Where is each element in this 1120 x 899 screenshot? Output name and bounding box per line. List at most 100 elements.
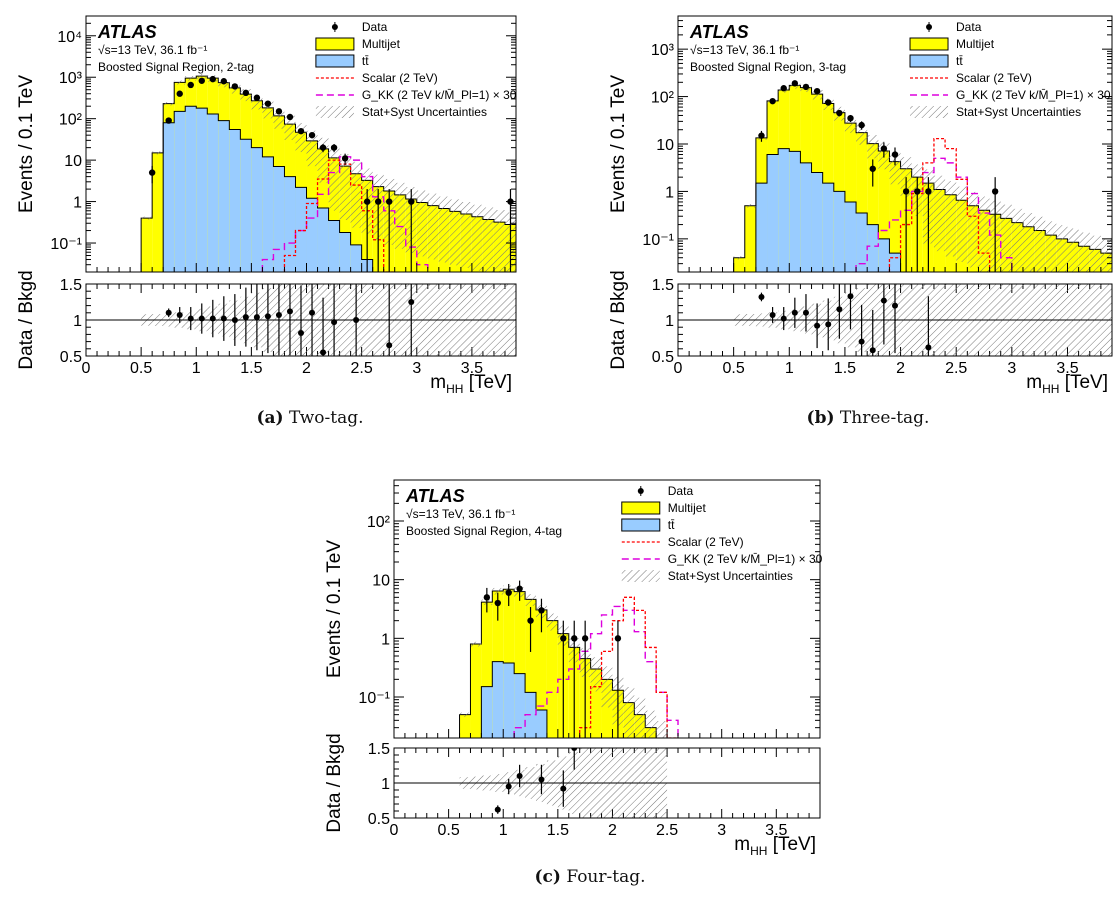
multijet-bin (516, 227, 527, 272)
ttbar-bin (503, 662, 515, 738)
ttbar-bin (185, 106, 197, 272)
data-point (902, 188, 910, 195)
ttbar-bin (481, 686, 493, 738)
multijet-bin (546, 620, 558, 738)
data-point (581, 635, 589, 642)
uncertainty-band (427, 193, 439, 260)
x-tick-label: 1 (785, 360, 794, 377)
ratio-point (791, 309, 798, 316)
ratio-point (298, 329, 304, 336)
ttbar-bin (229, 129, 241, 272)
x-tick-label: 1 (499, 822, 508, 839)
data-point (560, 635, 567, 642)
multijet-bin (536, 609, 547, 738)
uncertainty-band (1011, 208, 1023, 272)
ttbar-bin (867, 224, 879, 272)
x-axis-title: mHH [TeV] (734, 834, 816, 858)
uncertainty-band (492, 587, 504, 595)
data-point (148, 169, 156, 176)
ttbar-bin (536, 710, 547, 738)
y-axis-title: Events / 0.1 TeV (608, 75, 629, 213)
uncertainty-band (623, 687, 635, 738)
y-tick-label: 1 (381, 631, 390, 648)
ratio-point (331, 319, 338, 326)
data-point (308, 131, 316, 139)
uncertainty-band (152, 151, 164, 155)
plot-area-2 (733, 80, 1112, 272)
multijet-bin (152, 152, 164, 272)
caption-c: (c) Four-tag. (534, 867, 646, 887)
ttbar-bin (196, 108, 208, 272)
uncertainty-band (516, 215, 527, 272)
legend-multijet-swatch (315, 37, 355, 51)
uncertainty-band (1045, 221, 1057, 272)
data-point (198, 77, 205, 84)
ratio-point (505, 783, 512, 790)
ratio-point (847, 293, 854, 300)
ratio-point (560, 785, 567, 792)
ratio-uncertainty (516, 252, 527, 389)
x-tick-label: 3 (1007, 360, 1016, 377)
data-point (527, 617, 534, 624)
uncertainty-band (1089, 235, 1101, 272)
multijet-bin (744, 205, 756, 272)
x-tick-label: 2 (608, 822, 617, 839)
data-point (220, 78, 228, 85)
uncertainty-band (306, 130, 318, 167)
uncertainty-band (438, 196, 450, 263)
x-tick-label: 2.5 (351, 360, 373, 377)
legend-scalar-label: Scalar (2 TeV) (668, 535, 744, 549)
legend-ttbar-swatch (621, 518, 661, 532)
uncertainty-band (470, 641, 482, 647)
ratio-axis-title: Data / Bkgd (608, 270, 629, 369)
x-tick-label: 3.5 (461, 360, 483, 377)
x-tick-label: 1.5 (834, 360, 856, 377)
uncertainty-band (656, 720, 668, 738)
y-tick-label: 10⁻¹ (50, 236, 82, 253)
data-point (187, 81, 194, 89)
data-point (408, 198, 415, 205)
ratio-point (802, 309, 809, 316)
data-point (880, 145, 888, 152)
ratio-point (286, 308, 293, 315)
data-point (571, 635, 578, 642)
ratio-axis-title: Data / Bkgd (324, 733, 345, 832)
plot-frame (393, 479, 821, 739)
multijet-bin (889, 161, 901, 272)
legend-data-marker (637, 488, 644, 494)
ratio-point (176, 311, 183, 318)
ttbar-bin (295, 187, 307, 272)
multijet-bin (328, 157, 340, 272)
legend-data-marker (926, 24, 933, 30)
data-point (614, 635, 622, 642)
atlas-label: ATLAS (405, 486, 465, 506)
data-point (231, 83, 239, 90)
uncertainty-band (634, 697, 646, 738)
y-tick-label: 10⁻¹ (642, 232, 674, 249)
caption-a: (a) Two-tag. (256, 408, 364, 428)
uncertainty-band (284, 115, 296, 141)
uncertainty-band (867, 135, 879, 159)
ratio-point (836, 306, 843, 313)
ttbar-bin (878, 238, 890, 272)
scalar-curve (888, 137, 991, 272)
uncertainty-band (945, 181, 957, 257)
uncertainty-band (185, 75, 197, 81)
data-point (253, 94, 261, 101)
uncertainty-band (460, 202, 472, 268)
region-label: Boosted Signal Region, 4-tag (406, 524, 562, 538)
uncertainty-band (317, 137, 329, 183)
ratio-point (353, 317, 360, 323)
gkk-curve (513, 605, 679, 738)
uncertainty-band (174, 80, 186, 85)
data-point (341, 155, 349, 162)
ttbar-bin (207, 113, 219, 272)
legend-unc-label: Stat+Syst Uncertainties (956, 105, 1081, 119)
uncertainty-band (601, 666, 613, 708)
ttbar-bin (218, 120, 230, 272)
region-label: Boosted Signal Region, 3-tag (690, 60, 846, 74)
y-tick-label: 10 (656, 137, 674, 154)
y-tick-label: 10⁻¹ (358, 690, 390, 707)
data-point (494, 599, 501, 607)
